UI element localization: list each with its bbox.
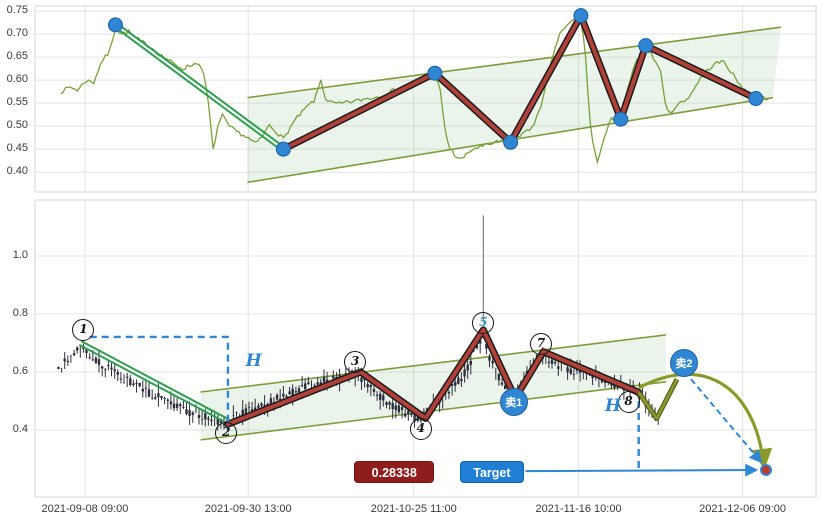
channel-line — [200, 334, 667, 393]
bottom-panel — [34, 199, 817, 498]
pivot-dot — [613, 111, 629, 127]
target-dot — [760, 464, 773, 477]
impulse-line — [78, 343, 228, 425]
zigzag-red — [225, 327, 641, 427]
measure-dashed-line — [89, 335, 230, 430]
pivot-dot — [275, 141, 291, 157]
olive-zigzag — [637, 378, 679, 420]
pivot-dot — [638, 38, 654, 54]
channel-line — [247, 26, 781, 99]
top-panel — [34, 5, 817, 193]
sell2-dashed-arrow — [690, 378, 763, 464]
pivot-dot — [573, 8, 589, 24]
projection-curve-arrow — [637, 372, 773, 470]
channel-fill — [200, 334, 666, 440]
impulse-line — [116, 22, 286, 149]
target-arrow — [525, 463, 759, 477]
pivot-dot — [107, 17, 123, 33]
pivot-dot — [748, 91, 764, 107]
panel-border — [34, 5, 817, 193]
channel-fill — [247, 27, 781, 183]
impulse-line — [80, 340, 230, 421]
impulse-line — [113, 25, 283, 152]
panel-border — [34, 199, 817, 498]
pivot-dot — [427, 65, 443, 81]
pivot-dot — [503, 134, 519, 150]
